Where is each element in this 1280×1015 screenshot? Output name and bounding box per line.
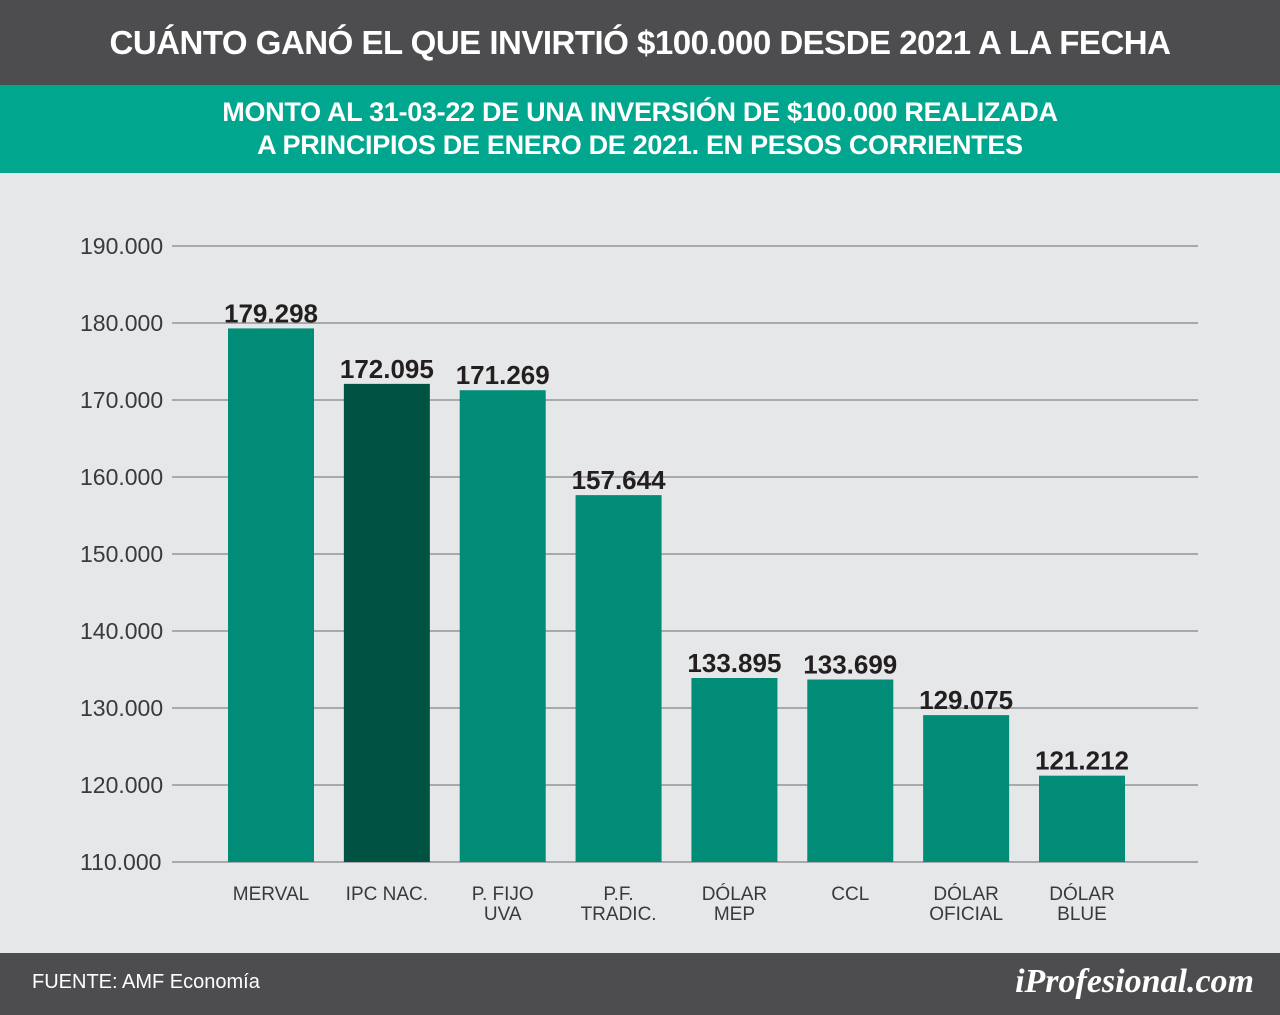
bar-value-label: 171.269 xyxy=(456,360,550,390)
bar xyxy=(343,383,430,862)
chart-title: CUÁNTO GANÓ EL QUE INVIRTIÓ $100.000 DES… xyxy=(0,0,1280,85)
x-category-label: DÓLAR xyxy=(1049,883,1114,905)
x-category-label: MERVAL xyxy=(233,884,309,905)
y-tick-label: 120.000 xyxy=(80,772,163,798)
x-category-label: CCL xyxy=(831,884,869,905)
y-tick-label: 160.000 xyxy=(80,464,163,490)
y-tick-label: 150.000 xyxy=(80,541,163,567)
subtitle-line-2: A PRINCIPIOS DE ENERO DE 2021. EN PESOS … xyxy=(257,130,1023,160)
x-category-label: OFICIAL xyxy=(929,904,1003,925)
y-tick-label: 140.000 xyxy=(80,618,163,644)
bar-value-label: 157.644 xyxy=(572,465,667,495)
x-category-label: UVA xyxy=(484,904,522,925)
bar-value-label: 129.075 xyxy=(919,685,1013,715)
x-category-label: DÓLAR xyxy=(702,883,767,905)
bar-value-label: 172.095 xyxy=(340,354,434,384)
bar xyxy=(228,328,314,862)
title-text: CUÁNTO GANÓ EL QUE INVIRTIÓ $100.000 DES… xyxy=(109,23,1171,61)
y-tick-label: 170.000 xyxy=(80,387,163,413)
chart-subtitle: MONTO AL 31-03-22 DE UNA INVERSIÓN DE $1… xyxy=(0,85,1280,173)
bar xyxy=(923,715,1010,862)
bar xyxy=(1039,775,1125,862)
bar-value-label: 179.298 xyxy=(224,298,318,328)
footer: FUENTE: AMF Economía iProfesional.com xyxy=(0,953,1280,1015)
bar xyxy=(691,678,778,862)
x-category-label: DÓLAR xyxy=(933,883,998,905)
y-tick-label: 130.000 xyxy=(80,695,163,721)
bar xyxy=(459,390,546,862)
bar xyxy=(807,679,894,862)
x-category-label: P.F. xyxy=(603,884,633,905)
source-text: FUENTE: AMF Economía xyxy=(32,971,260,993)
bar-value-label: 121.212 xyxy=(1035,746,1129,776)
x-category-label: BLUE xyxy=(1057,904,1107,925)
subtitle-line-1: MONTO AL 31-03-22 DE UNA INVERSIÓN DE $1… xyxy=(222,97,1058,127)
brand-logo: iProfesional.com xyxy=(1015,963,1254,1000)
x-category-label: TRADIC. xyxy=(581,904,657,925)
x-category-label: MEP xyxy=(714,904,755,925)
x-category-label: IPC NAC. xyxy=(346,884,428,905)
y-tick-label: 190.000 xyxy=(80,233,163,259)
x-category-label: P. FIJO xyxy=(472,884,534,905)
y-tick-label: 180.000 xyxy=(80,310,163,336)
y-tick-label: 110.000 xyxy=(80,849,161,875)
bar-value-label: 133.699 xyxy=(803,650,897,680)
bar-chart: 110.000 120.000 130.000 140.000 150.000 160.0… xyxy=(80,233,1198,925)
bar xyxy=(575,495,662,862)
bar-value-label: 133.895 xyxy=(687,648,781,678)
